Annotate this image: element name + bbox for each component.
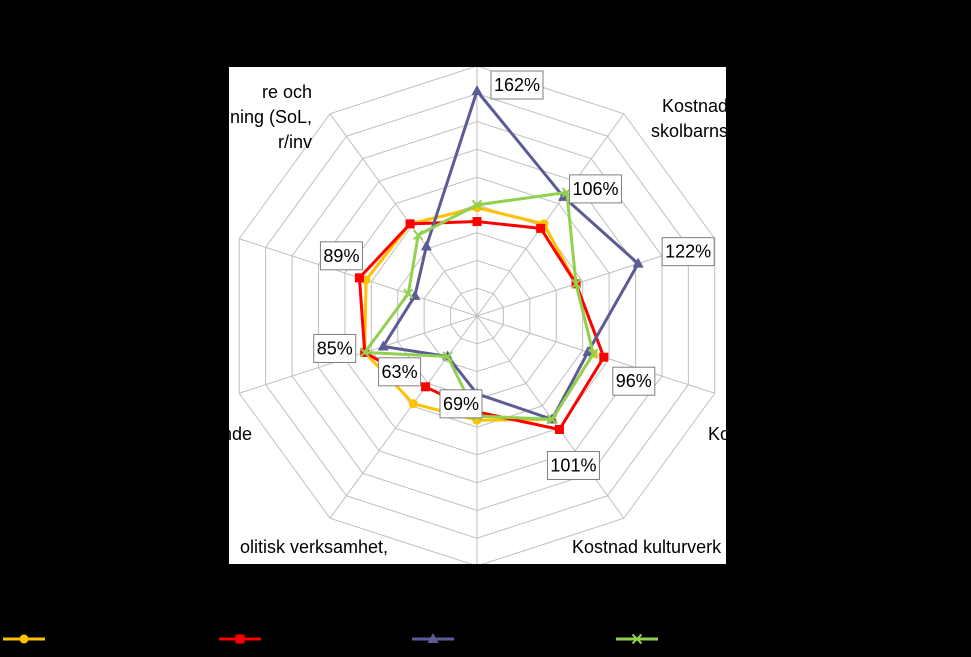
axis-label: ur/inv (344, 562, 388, 582)
grid-spoke (476, 113, 625, 317)
data-point (408, 399, 418, 409)
data-point (420, 240, 432, 251)
legend-entry (219, 634, 261, 644)
legend (3, 633, 658, 645)
data-label: 122% (661, 237, 715, 267)
axis-label: Kostnad kulturverk (572, 537, 722, 557)
axis-label: Kostnad (662, 96, 728, 116)
data-label-text: 106% (573, 179, 619, 199)
data-point (442, 351, 453, 362)
data-label: 162% (490, 70, 544, 100)
data-point (472, 217, 482, 227)
data-point (632, 257, 644, 268)
data-point (570, 278, 582, 290)
radar-grid (238, 67, 716, 564)
data-label-box (546, 450, 600, 480)
axis-label: ur/inv (572, 562, 616, 582)
data-label: 101% (546, 450, 600, 480)
data-point (588, 348, 599, 359)
data-point (554, 424, 564, 434)
data-point (536, 223, 546, 233)
legend-marker (235, 634, 245, 644)
data-label: 106% (569, 174, 623, 204)
grid-ring (238, 67, 716, 564)
data-point (582, 346, 594, 357)
data-point (599, 352, 609, 362)
axis-label: nde (222, 424, 252, 444)
data-label-box (569, 174, 623, 204)
data-label: 63% (378, 357, 422, 387)
axis-label: Kos (708, 424, 739, 444)
axis-label: olitisk verksamhet, (240, 537, 388, 557)
legend-entry (3, 634, 45, 644)
axis-labels: Kostnad skolbarns Kos Kostnad kulturverk ur/… (222, 82, 739, 582)
data-label-text: 89% (323, 246, 359, 266)
data-label: 85% (313, 333, 357, 363)
data-label-text: 96% (616, 371, 652, 391)
data-label-box (612, 366, 656, 396)
series-layer (354, 85, 644, 434)
data-label-text: 63% (382, 362, 418, 382)
legend-marker (427, 633, 439, 643)
legend-marker (19, 634, 29, 644)
data-point (471, 199, 483, 211)
data-label: 89% (319, 241, 363, 271)
data-label-box (313, 333, 357, 363)
grid-spoke (239, 315, 478, 394)
data-label-box (490, 70, 544, 100)
data-point (405, 219, 415, 229)
data-point (354, 273, 364, 283)
legend-entry (412, 633, 454, 643)
legend-entry (616, 633, 658, 645)
data-label-box (319, 241, 363, 271)
axis-label: re och (262, 82, 312, 102)
data-label: 96% (612, 366, 656, 396)
data-point (421, 382, 431, 392)
data-point (546, 414, 558, 425)
data-point (403, 288, 414, 299)
data-point (377, 340, 389, 351)
legend-marker (631, 633, 643, 645)
axis-label: r/inv (278, 132, 312, 152)
data-point (413, 229, 424, 241)
axis-label: ning (SoL, (230, 107, 312, 127)
data-point (359, 347, 370, 358)
data-label-text: 101% (550, 455, 596, 475)
data-label: 69% (439, 389, 483, 419)
grid-spoke (329, 315, 478, 519)
data-label-text: 122% (665, 242, 711, 262)
data-label-text: 85% (317, 338, 353, 358)
data-label-box (378, 357, 422, 387)
data-label-text: 69% (443, 394, 479, 414)
grid-spoke (329, 113, 478, 317)
data-label-box (661, 237, 715, 267)
data-labels: 162% 106% 122% 96% 101% 69% 63% 85% 89% (313, 70, 715, 480)
data-point (471, 85, 483, 95)
axis-label: skolbarns (651, 121, 728, 141)
data-label-text: 162% (494, 75, 540, 95)
data-label-box (439, 389, 483, 419)
